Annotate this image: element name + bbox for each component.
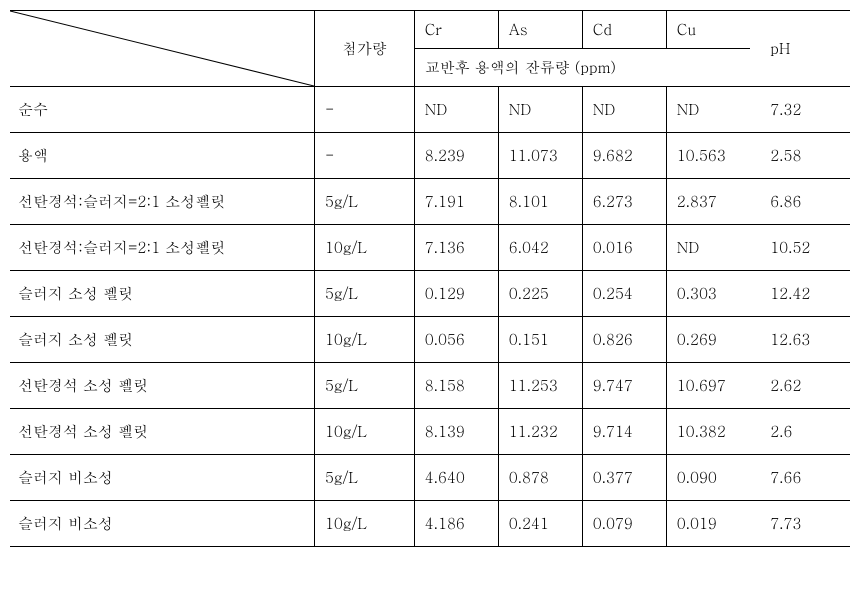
row-ph: 6.86 [750, 179, 850, 225]
row-label: 선탄경석 소성 펠릿 [10, 363, 315, 409]
header-diagonal-cell [10, 11, 315, 87]
row-label: 순수 [10, 87, 315, 133]
row-cr: 4.640 [414, 455, 498, 501]
row-cr: 0.056 [414, 317, 498, 363]
row-amount: 5g/L [315, 455, 415, 501]
row-amount: 10g/L [315, 501, 415, 547]
row-cu: 10.563 [666, 133, 750, 179]
table-header: 첨가량 Cr As Cd Cu pH 교반후 용액의 잔류량 (ppm) [10, 11, 850, 87]
row-cu: ND [666, 225, 750, 271]
row-label: 선탄경석:슬러지=2:1 소성펠릿 [10, 225, 315, 271]
row-cu: ND [666, 87, 750, 133]
row-ph: 10.52 [750, 225, 850, 271]
row-label: 선탄경석:슬러지=2:1 소성펠릿 [10, 179, 315, 225]
row-label: 선탄경석 소성 펠릿 [10, 409, 315, 455]
header-amount: 첨가량 [315, 11, 415, 87]
row-cd: 0.377 [582, 455, 666, 501]
row-amount: - [315, 133, 415, 179]
row-cu: 0.303 [666, 271, 750, 317]
table-row: 선탄경석 소성 펠릿10g/L8.13911.2329.71410.3822.6 [10, 409, 850, 455]
row-amount: - [315, 87, 415, 133]
table-row: 슬러지 비소성5g/L4.6400.8780.3770.0907.66 [10, 455, 850, 501]
row-as: 0.225 [498, 271, 582, 317]
row-cr: 7.136 [414, 225, 498, 271]
row-cu: 0.019 [666, 501, 750, 547]
row-as: ND [498, 87, 582, 133]
row-cd: 0.254 [582, 271, 666, 317]
row-label: 슬러지 비소성 [10, 501, 315, 547]
diagonal-line-icon [10, 11, 314, 86]
row-cd: ND [582, 87, 666, 133]
row-as: 6.042 [498, 225, 582, 271]
table-row: 선탄경석:슬러지=2:1 소성펠릿5g/L7.1918.1016.2732.83… [10, 179, 850, 225]
header-sublabel: 교반후 용액의 잔류량 (ppm) [414, 49, 750, 87]
row-as: 11.232 [498, 409, 582, 455]
row-cr: ND [414, 87, 498, 133]
row-amount: 5g/L [315, 179, 415, 225]
row-amount: 10g/L [315, 409, 415, 455]
row-amount: 5g/L [315, 271, 415, 317]
row-cr: 8.158 [414, 363, 498, 409]
row-label: 슬러지 비소성 [10, 455, 315, 501]
row-ph: 2.58 [750, 133, 850, 179]
table-row: 선탄경석:슬러지=2:1 소성펠릿10g/L7.1366.0420.016ND1… [10, 225, 850, 271]
table-row: 선탄경석 소성 펠릿5g/L8.15811.2539.74710.6972.62 [10, 363, 850, 409]
row-ph: 12.42 [750, 271, 850, 317]
row-amount: 5g/L [315, 363, 415, 409]
table-row: 슬러지 소성 펠릿5g/L0.1290.2250.2540.30312.42 [10, 271, 850, 317]
header-cd: Cd [582, 11, 666, 49]
row-cd: 0.826 [582, 317, 666, 363]
table-row: 용액-8.23911.0739.68210.5632.58 [10, 133, 850, 179]
row-as: 8.101 [498, 179, 582, 225]
row-as: 11.253 [498, 363, 582, 409]
row-ph: 7.73 [750, 501, 850, 547]
table-row: 순수-NDNDNDND7.32 [10, 87, 850, 133]
row-label: 슬러지 소성 펠릿 [10, 271, 315, 317]
row-cu: 0.269 [666, 317, 750, 363]
row-cr: 0.129 [414, 271, 498, 317]
row-ph: 2.62 [750, 363, 850, 409]
row-ph: 12.63 [750, 317, 850, 363]
row-as: 11.073 [498, 133, 582, 179]
row-cd: 0.079 [582, 501, 666, 547]
row-amount: 10g/L [315, 225, 415, 271]
row-cr: 4.186 [414, 501, 498, 547]
table-row: 슬러지 소성 펠릿10g/L0.0560.1510.8260.26912.63 [10, 317, 850, 363]
header-ph: pH [750, 11, 850, 87]
row-cd: 0.016 [582, 225, 666, 271]
row-ph: 2.6 [750, 409, 850, 455]
header-cr: Cr [414, 11, 498, 49]
row-cd: 9.682 [582, 133, 666, 179]
row-ph: 7.32 [750, 87, 850, 133]
row-cr: 8.139 [414, 409, 498, 455]
row-cd: 9.747 [582, 363, 666, 409]
row-as: 0.878 [498, 455, 582, 501]
row-amount: 10g/L [315, 317, 415, 363]
row-cu: 10.382 [666, 409, 750, 455]
row-cd: 6.273 [582, 179, 666, 225]
row-cr: 7.191 [414, 179, 498, 225]
data-table: 첨가량 Cr As Cd Cu pH 교반후 용액의 잔류량 (ppm) 순수-… [10, 10, 850, 547]
row-cu: 0.090 [666, 455, 750, 501]
row-label: 용액 [10, 133, 315, 179]
row-as: 0.241 [498, 501, 582, 547]
row-cu: 2.837 [666, 179, 750, 225]
header-as: As [498, 11, 582, 49]
row-cu: 10.697 [666, 363, 750, 409]
row-cd: 9.714 [582, 409, 666, 455]
row-ph: 7.66 [750, 455, 850, 501]
row-cr: 8.239 [414, 133, 498, 179]
header-cu: Cu [666, 11, 750, 49]
table-row: 슬러지 비소성10g/L4.1860.2410.0790.0197.73 [10, 501, 850, 547]
row-label: 슬러지 소성 펠릿 [10, 317, 315, 363]
row-as: 0.151 [498, 317, 582, 363]
table-body: 순수-NDNDNDND7.32용액-8.23911.0739.68210.563… [10, 87, 850, 547]
